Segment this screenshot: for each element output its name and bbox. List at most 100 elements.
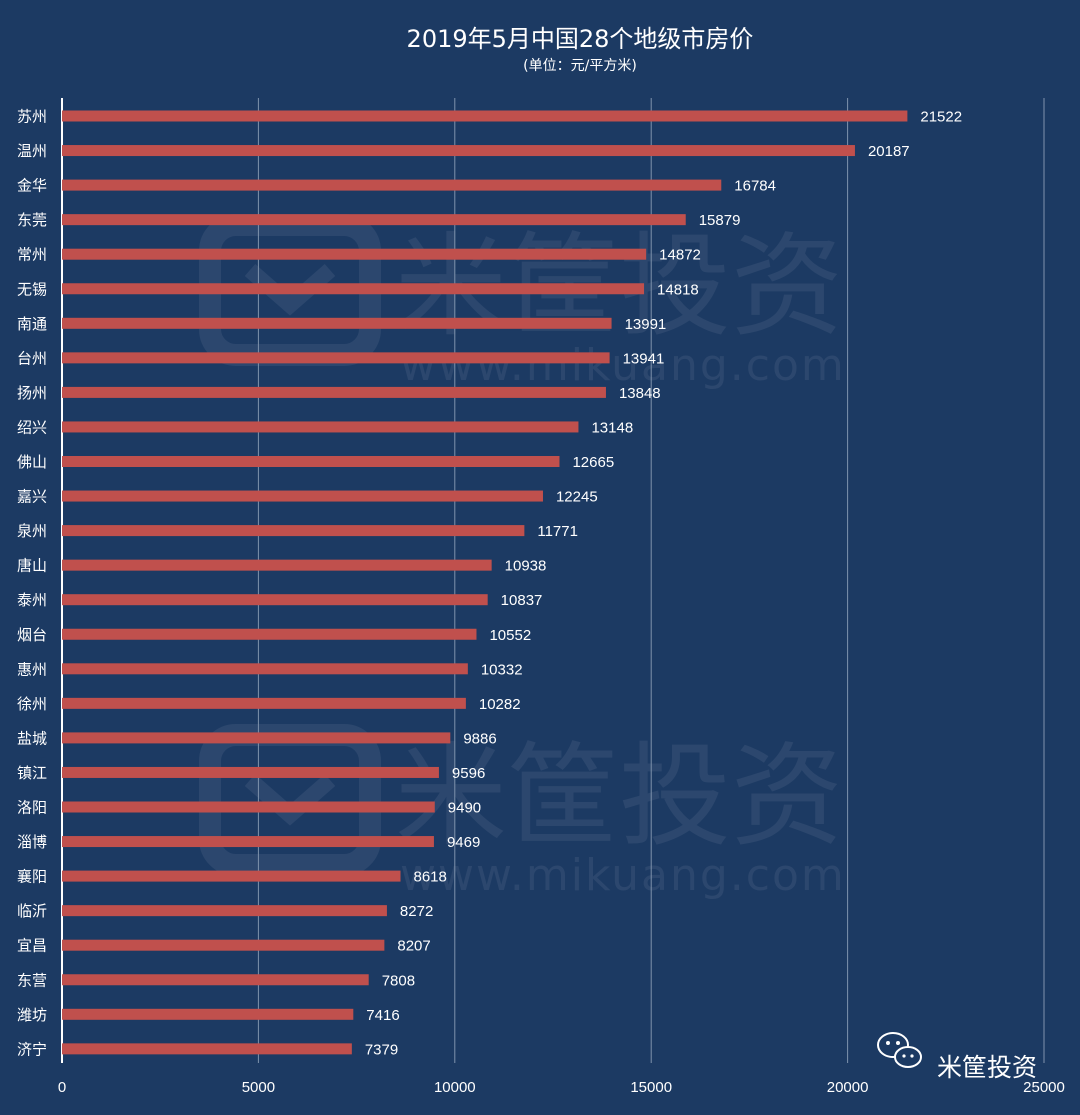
brand-name: 米筐投资 bbox=[937, 1053, 1037, 1082]
bar bbox=[62, 214, 686, 226]
category-label: 东莞 bbox=[17, 211, 47, 229]
data-label: 7416 bbox=[366, 1007, 399, 1024]
data-label: 13991 bbox=[625, 316, 667, 333]
category-label: 惠州 bbox=[17, 660, 47, 678]
data-label: 11771 bbox=[537, 523, 578, 540]
category-label: 襄阳 bbox=[17, 868, 47, 886]
bar bbox=[62, 628, 477, 640]
data-label: 14872 bbox=[659, 247, 701, 264]
x-tick-label: 15000 bbox=[630, 1079, 672, 1096]
data-label: 20187 bbox=[868, 143, 910, 160]
bar bbox=[62, 145, 855, 157]
bar bbox=[62, 283, 645, 295]
data-label: 9886 bbox=[463, 730, 496, 747]
data-label: 13848 bbox=[619, 385, 661, 402]
bar bbox=[62, 939, 385, 951]
data-label: 13941 bbox=[623, 350, 665, 367]
bars-layer: 苏州 21522 温州 20187 金华 16784 东莞 15879 常州 14872 无锡 148… bbox=[17, 108, 962, 1059]
data-label: 12245 bbox=[556, 489, 598, 506]
x-tick-label: 10000 bbox=[434, 1079, 476, 1096]
data-label: 10332 bbox=[481, 661, 523, 678]
bar bbox=[62, 801, 435, 813]
data-label: 7808 bbox=[382, 972, 415, 989]
data-label: 7379 bbox=[365, 1041, 398, 1058]
x-tick-label: 20000 bbox=[827, 1079, 869, 1096]
category-label: 临沂 bbox=[17, 902, 47, 920]
bar bbox=[62, 386, 606, 398]
category-label: 佛山 bbox=[17, 453, 47, 471]
category-label: 常州 bbox=[17, 246, 47, 264]
bar bbox=[62, 870, 401, 882]
watermark-url-bottom: www.mikuang.com bbox=[400, 850, 846, 901]
category-label: 扬州 bbox=[17, 384, 47, 402]
category-label: 台州 bbox=[17, 349, 47, 367]
bar bbox=[62, 559, 492, 571]
bar bbox=[62, 421, 579, 433]
category-label: 金华 bbox=[17, 177, 47, 195]
category-label: 宜昌 bbox=[17, 937, 47, 955]
category-label: 南通 bbox=[17, 315, 47, 333]
bar bbox=[62, 317, 612, 329]
category-label: 洛阳 bbox=[17, 799, 47, 817]
category-label: 东营 bbox=[17, 971, 47, 989]
bar bbox=[62, 766, 439, 778]
data-label: 8207 bbox=[397, 938, 430, 955]
category-label: 镇江 bbox=[17, 764, 47, 782]
bar bbox=[62, 352, 610, 364]
x-tick-label: 25000 bbox=[1023, 1079, 1065, 1096]
data-label: 15879 bbox=[699, 212, 741, 229]
x-axis-ticks: 0 5000 10000 15000 20000 25000 bbox=[58, 1079, 1065, 1096]
category-label: 唐山 bbox=[17, 557, 47, 575]
data-label: 9469 bbox=[447, 834, 480, 851]
brand-badge: 米筐投资 bbox=[877, 1032, 1037, 1082]
data-label: 13148 bbox=[591, 419, 633, 436]
watermark-brand-bottom: 米筐投资 bbox=[395, 732, 843, 862]
bar bbox=[62, 1008, 354, 1020]
category-label: 温州 bbox=[17, 142, 47, 160]
bar bbox=[62, 179, 722, 191]
category-label: 嘉兴 bbox=[17, 488, 47, 506]
bar bbox=[62, 110, 908, 122]
bar bbox=[62, 663, 468, 675]
category-label: 徐州 bbox=[17, 695, 47, 713]
category-label: 济宁 bbox=[17, 1040, 47, 1058]
bar bbox=[62, 836, 434, 848]
category-label: 潍坊 bbox=[17, 1006, 47, 1024]
bar bbox=[62, 525, 525, 537]
bar bbox=[62, 456, 560, 467]
data-label: 16784 bbox=[734, 178, 776, 195]
bar bbox=[62, 974, 369, 986]
bar bbox=[62, 594, 488, 606]
x-tick-label: 0 bbox=[58, 1079, 66, 1096]
bar bbox=[62, 697, 466, 709]
category-label: 烟台 bbox=[17, 626, 47, 644]
x-tick-label: 5000 bbox=[242, 1079, 275, 1096]
bar bbox=[62, 1043, 352, 1055]
data-label: 12665 bbox=[572, 454, 614, 471]
watermark-url-top: www.mikuang.com bbox=[400, 340, 846, 391]
bar bbox=[62, 490, 543, 502]
data-label: 10837 bbox=[501, 592, 543, 609]
chart-title: 2019年5月中国28个地级市房价 bbox=[407, 25, 754, 53]
data-label: 10938 bbox=[505, 558, 547, 575]
category-label: 盐城 bbox=[17, 729, 47, 747]
data-label: 9490 bbox=[448, 800, 481, 817]
category-label: 淄博 bbox=[17, 833, 47, 851]
category-label: 无锡 bbox=[17, 280, 47, 298]
category-label: 泰州 bbox=[17, 591, 47, 609]
data-label: 21522 bbox=[920, 109, 962, 126]
category-label: 苏州 bbox=[17, 108, 47, 126]
data-label: 8618 bbox=[414, 869, 447, 886]
chart-subtitle: (单位：元/平方米) bbox=[523, 58, 637, 74]
wechat-icon bbox=[877, 1032, 922, 1068]
category-label: 绍兴 bbox=[17, 418, 47, 436]
data-label: 8272 bbox=[400, 903, 433, 920]
data-label: 9596 bbox=[452, 765, 485, 782]
data-label: 10282 bbox=[479, 696, 521, 713]
watermark-layer: 米筐投资 www.mikuang.com 米筐投资 www.mikuang.co… bbox=[199, 214, 846, 901]
category-label: 泉州 bbox=[17, 522, 47, 540]
bar bbox=[62, 248, 647, 260]
bar bbox=[62, 905, 387, 917]
